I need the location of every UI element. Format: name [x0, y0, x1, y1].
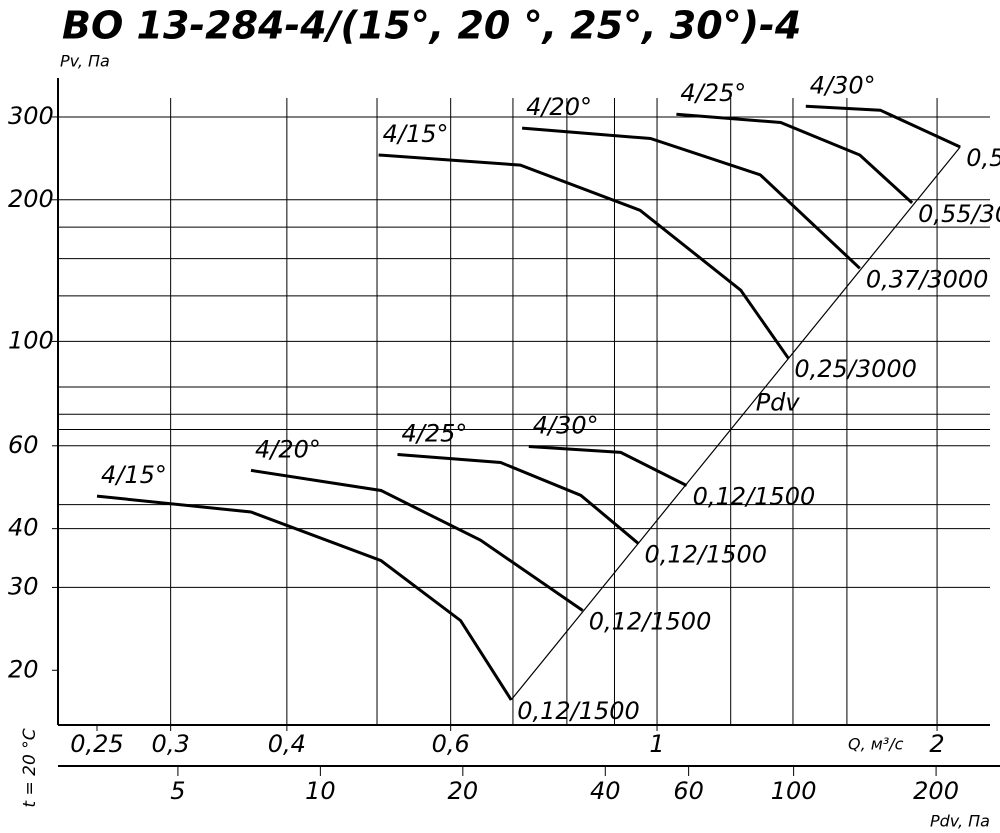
x2-tick-label: 40 — [590, 777, 621, 805]
y-tick-label: 60 — [8, 431, 39, 459]
curve-end-label: 0,12/1500 — [517, 697, 640, 725]
x2-tick-label: 200 — [913, 777, 959, 805]
curve-name: 4/15° — [101, 461, 167, 489]
fan-curve — [676, 112, 914, 205]
y-tick-label: 40 — [8, 514, 39, 542]
pdv-line — [510, 146, 961, 701]
x-tick-label: 0,3 — [152, 730, 190, 758]
curve-name: 4/20° — [526, 93, 592, 121]
curve-end-label: 0,12/1500 — [644, 540, 767, 568]
chart-title: ВО 13-284-4/(15°, 20 °, 25°, 30°)-4 — [62, 4, 801, 48]
y-axis-label: Pv, Па — [60, 52, 110, 71]
y-tick-label: 20 — [8, 655, 39, 683]
y-tick-label: 300 — [8, 102, 54, 130]
fan-curve — [521, 126, 861, 270]
curve-end-label: 0,37/3000 — [866, 265, 989, 293]
fan-curve — [96, 494, 513, 701]
x-tick-label: 0,6 — [432, 730, 470, 758]
curve-end-label: 0,55/3000 — [918, 200, 1000, 228]
curve-name: 4/20° — [255, 435, 321, 463]
curve-name: 4/30° — [810, 71, 876, 99]
y-tick-label: 200 — [8, 185, 54, 213]
x2-tick-label: 10 — [305, 777, 336, 805]
curve-end-label: 0,55/3000 — [966, 144, 1000, 172]
y-tick-label: 100 — [8, 326, 54, 354]
x-tick-label: 0,25 — [70, 730, 123, 758]
fan-curve — [250, 468, 584, 612]
x2-axis-label: Pdv, Па — [930, 812, 990, 831]
curve-end-label: 0,12/1500 — [693, 483, 816, 511]
fan-curve — [805, 104, 961, 149]
x-tick-label: 1 — [649, 730, 664, 758]
x2-tick-label: 60 — [673, 777, 704, 805]
fan-curve — [397, 453, 640, 545]
fan-curve — [528, 445, 688, 487]
fan-curve — [378, 153, 790, 360]
y-tick-label: 30 — [8, 572, 39, 600]
curve-name: 4/25° — [401, 419, 467, 447]
x2-tick-label: 20 — [448, 777, 479, 805]
curve-name: 4/30° — [533, 411, 599, 439]
curve-name: 4/25° — [680, 79, 746, 107]
curve-end-label: 0,25/3000 — [794, 355, 917, 383]
curve-end-label: 0,12/1500 — [589, 607, 712, 635]
pdv-label: Pdv — [756, 388, 801, 416]
curve-name: 4/15° — [383, 120, 449, 148]
x-tick-label: 0,4 — [268, 730, 306, 758]
temperature-label: t = 20 °C — [20, 728, 40, 807]
x2-tick-label: 5 — [170, 777, 185, 805]
x-axis-label: Q, м³/с — [848, 735, 904, 754]
x-tick-label: 2 — [929, 730, 944, 758]
x2-tick-label: 100 — [771, 777, 817, 805]
